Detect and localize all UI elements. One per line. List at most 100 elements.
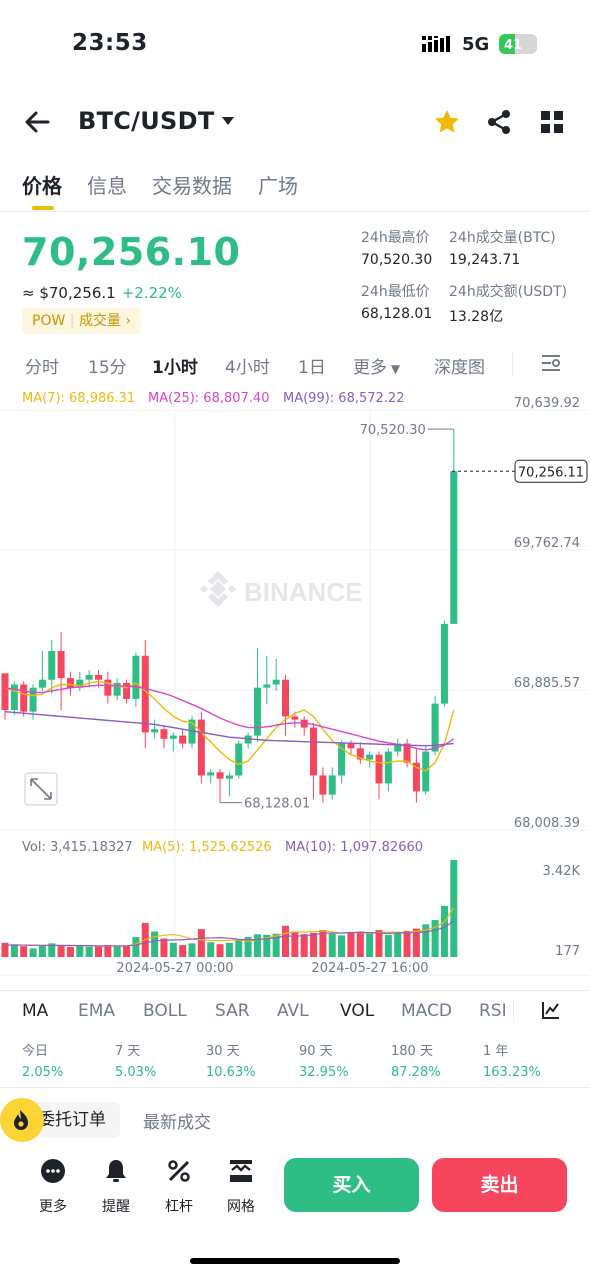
volume-bar [394,932,402,957]
candle-body [66,678,74,688]
indicator-settings-icon[interactable] [541,1000,561,1020]
volume-bar [412,928,420,957]
volume-bar [179,945,187,957]
leverage-button[interactable]: 杠杆 [157,1158,201,1216]
candle-body [188,719,196,744]
tag-pow: POW [32,313,66,329]
more-button[interactable]: 更多 [31,1158,75,1216]
indicator-ema[interactable]: EMA [78,1001,116,1021]
timeframe-4h[interactable]: 4小时 [225,358,270,378]
candle [216,769,224,803]
buy-button[interactable]: 买入 [284,1158,419,1212]
volume-bar [76,945,84,957]
indicator-boll[interactable]: BOLL [143,1001,187,1021]
tab-square[interactable]: 广场 [258,174,298,198]
candle [48,639,56,695]
depth-chart-tab[interactable]: 深度图 [434,358,485,378]
chevron-down-icon[interactable] [222,117,234,125]
y-tick: 68,008.39 [514,816,580,831]
status-time: 23:53 [72,30,148,56]
tab-price[interactable]: 价格 [22,174,62,198]
alert-label: 提醒 [102,1199,130,1215]
volume-ma-lines [5,907,455,947]
grid-bot-button[interactable]: 网格 [219,1158,263,1216]
perf-value: 87.28% [391,1065,441,1080]
candle [253,647,261,742]
tag-badge[interactable]: POW | 成交量 › [22,308,141,334]
vol-legend: Vol: 3,415.18327 [22,840,133,855]
candle [263,655,271,704]
expand-icon[interactable] [24,772,58,806]
perf-30d: 30 天 10.63% [206,1040,256,1080]
candle-body [300,719,308,728]
vol-ma10-legend: MA(10): 1,097.82660 [285,840,423,855]
chart-settings-icon[interactable] [540,352,562,374]
volume-bar [440,905,448,957]
candle-body [48,650,56,680]
divider [513,999,514,1023]
perf-label: 今日 [22,1044,49,1059]
candle-body [366,754,374,760]
indicator-rsi[interactable]: RSI [479,1001,507,1021]
candle [450,429,458,624]
ma7-line [4,680,455,772]
candle-body [235,743,243,776]
fire-icon[interactable] [0,1098,44,1142]
perf-1y: 1 年 163.23% [483,1040,541,1080]
timeframe-line[interactable]: 分时 [25,358,59,378]
indicator-avl[interactable]: AVL [277,1001,309,1021]
y-tick: 69,762.74 [514,536,580,551]
ma-lines [4,680,455,772]
grid-bot-icon [230,1160,252,1182]
candle [10,681,18,715]
indicator-macd[interactable]: MACD [401,1001,452,1021]
tab-recent-trades[interactable]: 最新成交 [143,1113,211,1133]
candle [384,748,392,792]
sell-button[interactable]: 卖出 [432,1158,567,1212]
timeframe-bar: 分时 15分 1小时 4小时 1日 更多 ▼ 深度图 [0,350,590,380]
indicator-sar[interactable]: SAR [215,1001,250,1021]
candle [66,671,74,696]
candle [291,711,299,728]
indicator-bar: MA EMA BOLL SAR AVL VOL MACD RSI [0,990,590,1030]
pair-selector[interactable]: BTC/USDT [78,107,215,135]
candle-body [272,679,280,685]
battery-level: 41 [504,38,523,53]
grid-icon[interactable] [540,110,564,134]
home-indicator[interactable] [190,1258,400,1264]
timeframe-more[interactable]: 更多 ▼ [353,353,400,378]
candle-body [291,716,299,720]
timeframe-15m[interactable]: 15分 [88,358,127,378]
volume-bar [375,930,383,957]
candle-body [104,679,112,696]
indicator-vol[interactable]: VOL [340,1001,375,1021]
volume-bar [431,920,439,957]
volume-bar [356,931,364,957]
volume-bar [160,938,168,957]
alert-button[interactable]: 提醒 [94,1158,138,1216]
tab-info[interactable]: 信息 [87,174,127,198]
current-price-label: 70,256.11 [518,465,584,480]
candle-body [356,748,364,760]
timeframe-1h[interactable]: 1小时 [152,358,198,378]
vol-usdt-label: 24h成交额(USDT) [449,284,568,300]
kline-chart[interactable]: BINANCE MA(7): 68,986.31 MA(25): 68,807.… [0,385,590,980]
volume-bar [310,932,318,957]
candle [235,740,243,779]
candle [169,732,177,752]
candle [403,738,411,768]
vol-ma5-legend: MA(5): 1,525.62526 [142,840,272,855]
tag-volume: 成交量 [78,313,121,329]
timeframe-1d[interactable]: 1日 [298,358,326,378]
volume-bar [151,931,159,957]
star-icon[interactable] [432,107,462,137]
vol-y-tick: 3.42K [543,864,581,879]
volume-bar [85,946,93,957]
arrow-left-icon[interactable] [22,107,52,137]
indicator-ma[interactable]: MA [22,1001,49,1021]
tab-trading-data[interactable]: 交易数据 [152,174,232,198]
candle [300,716,308,736]
share-icon[interactable] [486,109,512,135]
candle [123,679,131,704]
volume-bar [1,942,9,957]
